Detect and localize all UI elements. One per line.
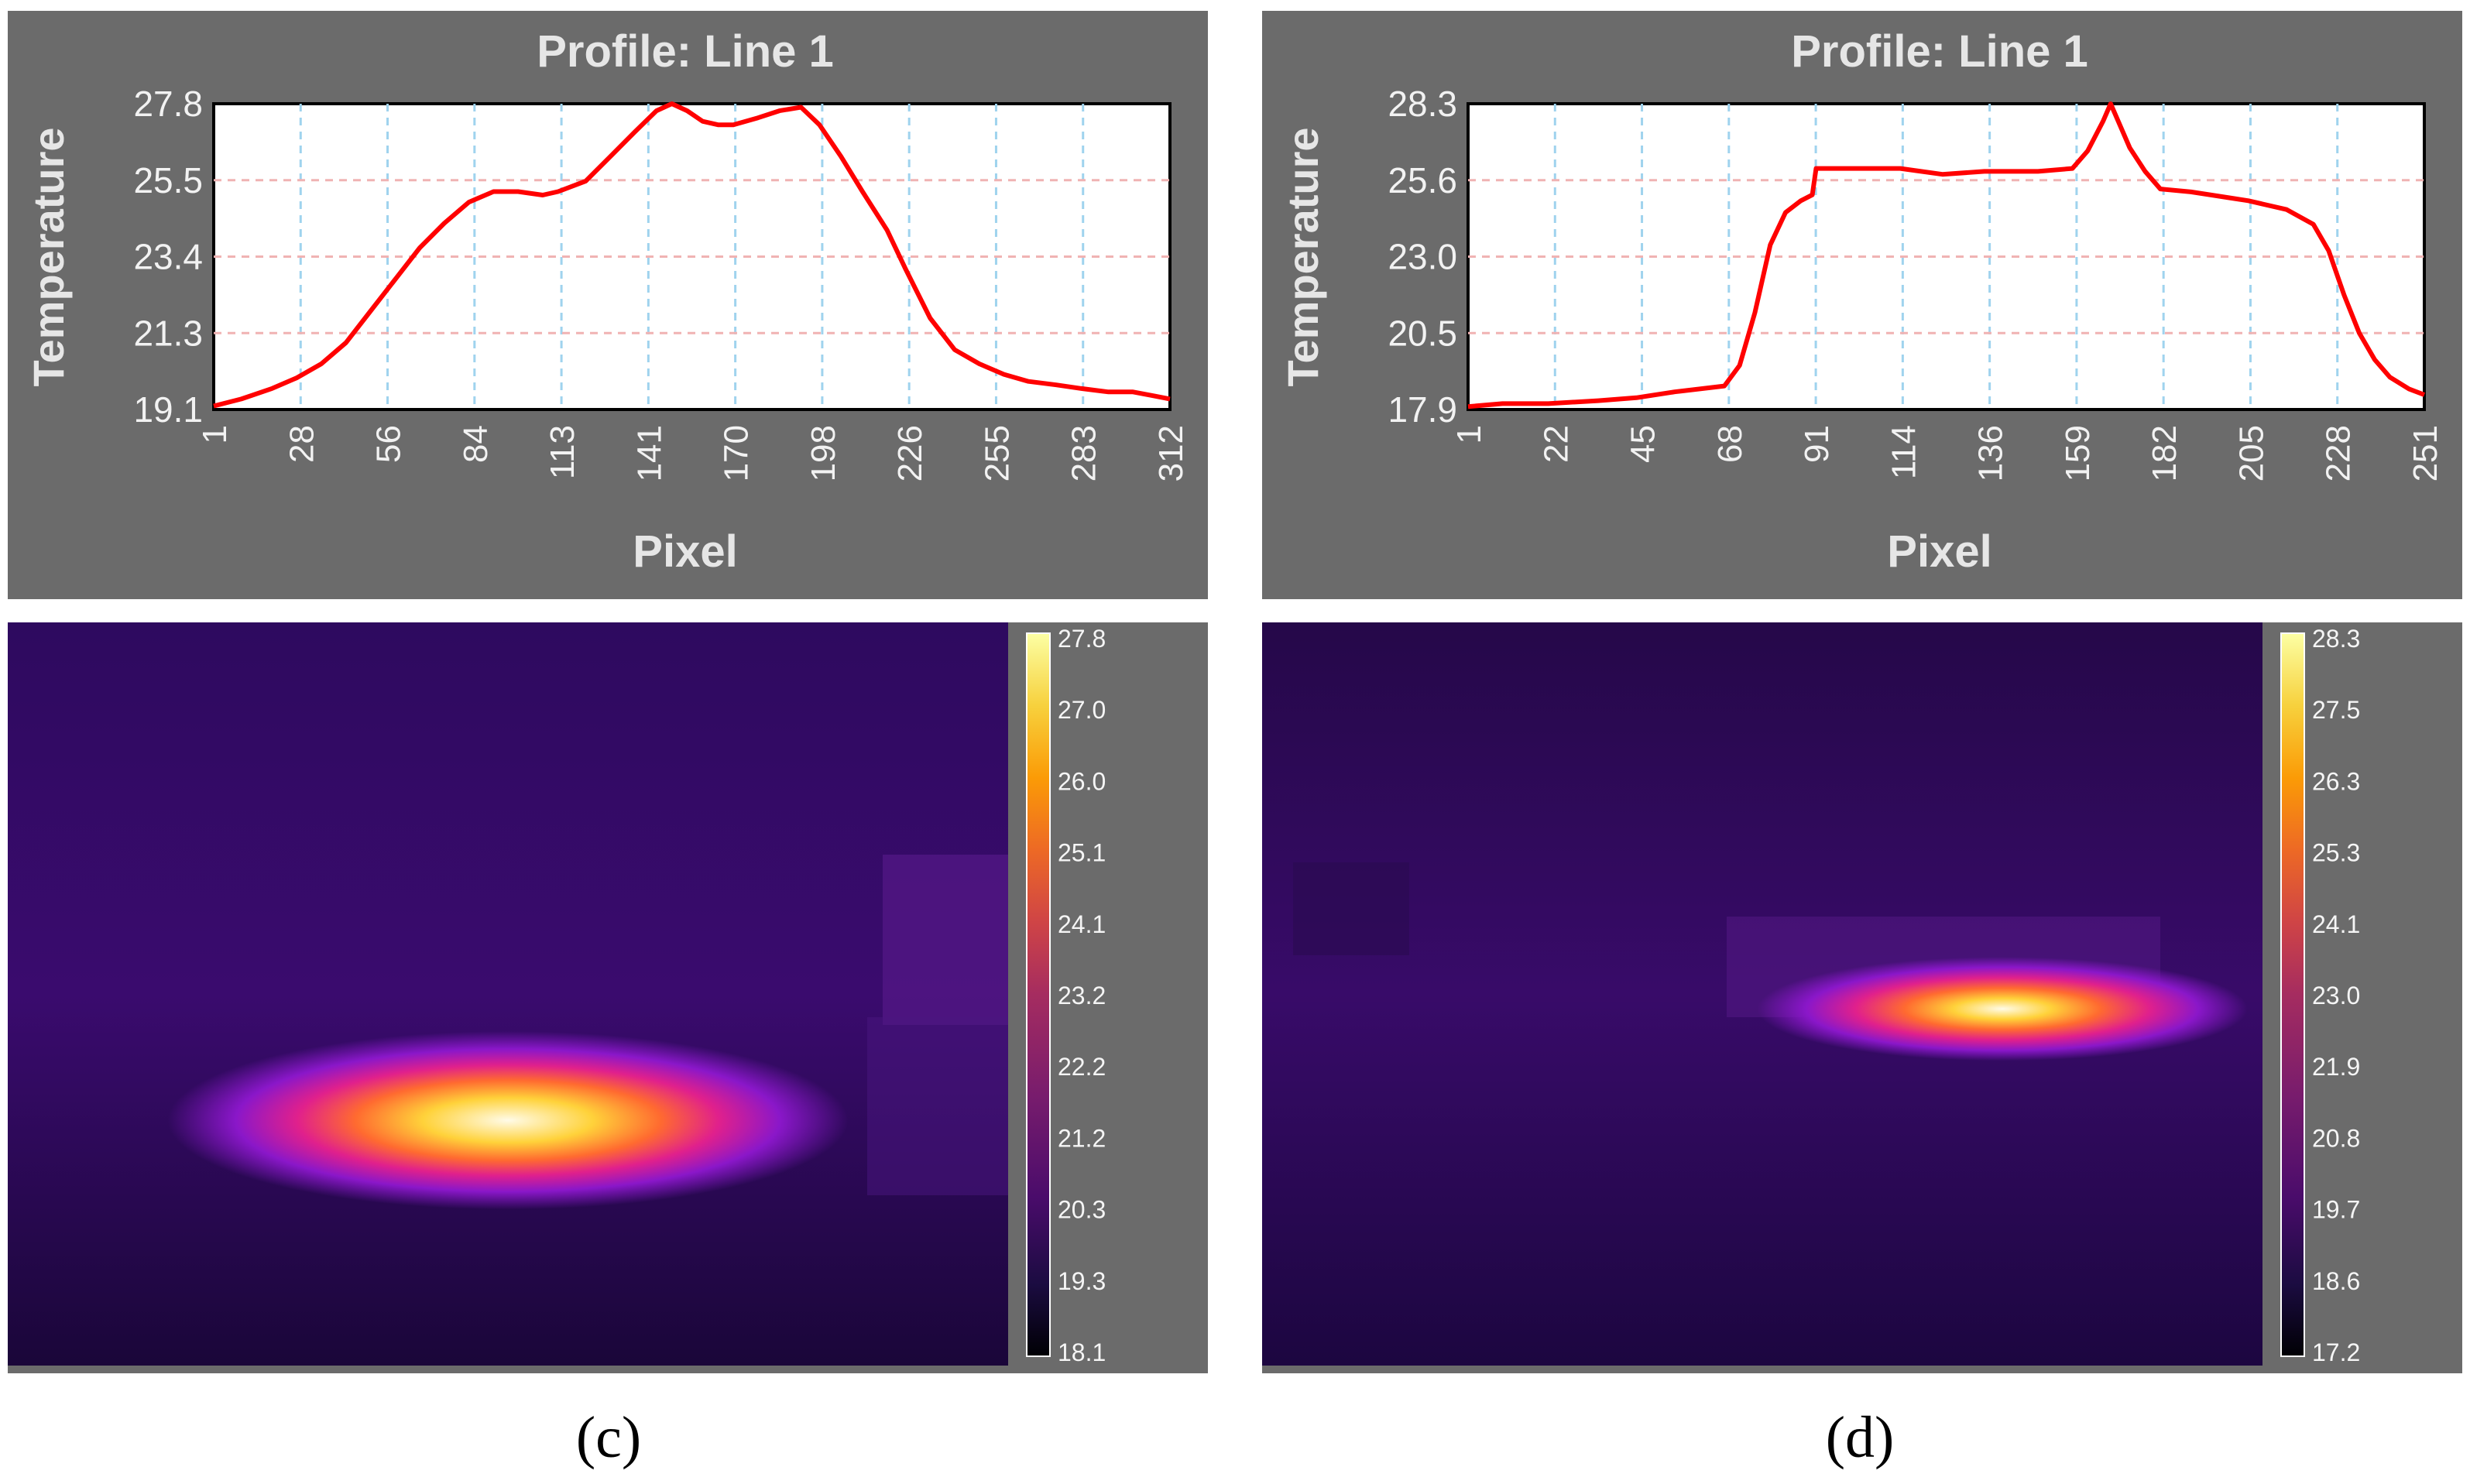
y-axis-label: Temperature: [1278, 127, 1327, 386]
grid: [214, 104, 1170, 410]
colorbar-tick-label: 26.0: [1058, 767, 1106, 795]
colorbar-tick-label: 27.0: [1058, 696, 1106, 724]
colorbar-tick-label: 21.9: [2312, 1053, 2360, 1081]
y-tick-label: 21.3: [133, 313, 203, 353]
colorbar-tick-labels: 28.3 27.5 26.3 25.3 24.1 23.0 21.9 20.8 19.7 18.6…: [2312, 625, 2360, 1366]
chart-title: Profile: Line 1: [1791, 26, 2088, 77]
colorbar-tick-label: 21.2: [1058, 1124, 1106, 1152]
x-axis-label: Pixel: [633, 526, 737, 577]
hotspot: [167, 1031, 849, 1210]
colorbar-tick-label: 22.2: [1058, 1053, 1106, 1081]
x-tick-label: 170: [718, 425, 756, 482]
profile-line: [1467, 101, 2426, 410]
colorbar-tick-label: 26.3: [2312, 767, 2360, 795]
chart-title: Profile: Line 1: [537, 26, 834, 77]
x-tick-label: 45: [1624, 425, 1662, 463]
x-tick-label: 141: [630, 425, 668, 482]
x-tick-label: 159: [2059, 425, 2097, 482]
colorbar-tick-label: 27.8: [1058, 625, 1106, 653]
x-tick-label: 228: [2320, 425, 2358, 482]
x-tick-label: 312: [1152, 425, 1190, 482]
colorbar-tick-label: 20.8: [2312, 1124, 2360, 1152]
y-axis-label: Temperature: [24, 127, 73, 386]
x-tick-label: 182: [2146, 425, 2184, 482]
background-object: [867, 1017, 1008, 1195]
colorbar: [2280, 632, 2305, 1357]
colorbar-tick-label: 17.2: [2312, 1338, 2360, 1366]
colorbar-tick-label: 19.7: [2312, 1196, 2360, 1224]
x-tick-label: 205: [2232, 425, 2270, 482]
colorbar-tick-label: 28.3: [2312, 625, 2360, 653]
y-tick-label: 25.6: [1388, 160, 1457, 200]
x-axis-label: Pixel: [1887, 526, 1991, 577]
colorbar-tick-label: 24.1: [2312, 910, 2360, 938]
x-tick-label: 198: [804, 425, 842, 482]
panel-d: Profile: Line 1 Temperature Pixel 17.9 20…: [1262, 11, 2462, 1373]
x-tick-label: 56: [370, 425, 408, 463]
colorbar-tick-label: 23.2: [1058, 982, 1106, 1009]
caption-d: (d): [1825, 1405, 1895, 1470]
x-tick-label: 114: [1885, 425, 1923, 479]
x-tick-label: 283: [1065, 425, 1103, 482]
x-tick-label: 251: [2407, 425, 2444, 482]
hotspot: [1757, 957, 2248, 1061]
y-tick-label: 20.5: [1388, 313, 1457, 353]
y-tick-label: 23.0: [1388, 237, 1457, 277]
colorbar-tick-label: 27.5: [2312, 696, 2360, 724]
x-tick-label: 1: [196, 425, 234, 444]
colorbar-tick-labels: 27.8 27.0 26.0 25.1 24.1 23.2 22.2 21.2 20.3 19.3…: [1058, 625, 1106, 1366]
x-tick-label: 68: [1711, 425, 1749, 463]
panel-c: Profile: Line 1 Temperature Pixel 19.1 21…: [8, 11, 1208, 1373]
y-tick-label: 25.5: [133, 160, 203, 200]
x-tick-labels: 1 28 56 84 113 141 170 198 226 255 283 312: [196, 425, 1190, 482]
background-object: [883, 855, 1008, 1025]
colorbar-tick-label: 25.3: [2312, 839, 2360, 867]
x-tick-label: 136: [1972, 425, 2010, 482]
x-tick-labels: 1 22 45 68 91 114 136 159 182 205 228 251: [1450, 425, 2444, 482]
profile-line: [213, 101, 1171, 409]
y-tick-label: 27.8: [133, 84, 203, 124]
caption-c: (c): [575, 1405, 642, 1470]
y-tick-label: 23.4: [133, 237, 203, 277]
x-tick-label: 226: [891, 425, 929, 482]
y-tick-label: 28.3: [1388, 84, 1457, 124]
y-tick-labels: 17.9 20.5 23.0 25.6 28.3: [1388, 84, 1457, 430]
colorbar-tick-label: 20.3: [1058, 1196, 1106, 1224]
colorbar-tick-label: 24.1: [1058, 910, 1106, 938]
x-tick-label: 91: [1798, 425, 1836, 463]
y-tick-labels: 19.1 21.3 23.4 25.5 27.8: [133, 84, 203, 430]
colorbar: [1026, 632, 1051, 1357]
colorbar-tick-label: 18.1: [1058, 1338, 1106, 1366]
background-object: [1293, 862, 1409, 955]
y-tick-label: 19.1: [133, 389, 203, 430]
grid: [1468, 104, 2424, 410]
x-tick-label: 255: [978, 425, 1016, 482]
colorbar-tick-label: 25.1: [1058, 839, 1106, 867]
colorbar-tick-label: 19.3: [1058, 1267, 1106, 1295]
x-tick-label: 84: [457, 425, 495, 463]
colorbar-tick-label: 23.0: [2312, 982, 2360, 1009]
x-tick-label: 22: [1537, 425, 1575, 463]
thermal-image: [8, 622, 1008, 1366]
y-tick-label: 17.9: [1388, 389, 1457, 430]
x-tick-label: 113: [544, 425, 581, 479]
x-tick-label: 1: [1450, 425, 1488, 444]
colorbar-tick-label: 18.6: [2312, 1267, 2360, 1295]
x-tick-label: 28: [283, 425, 321, 463]
